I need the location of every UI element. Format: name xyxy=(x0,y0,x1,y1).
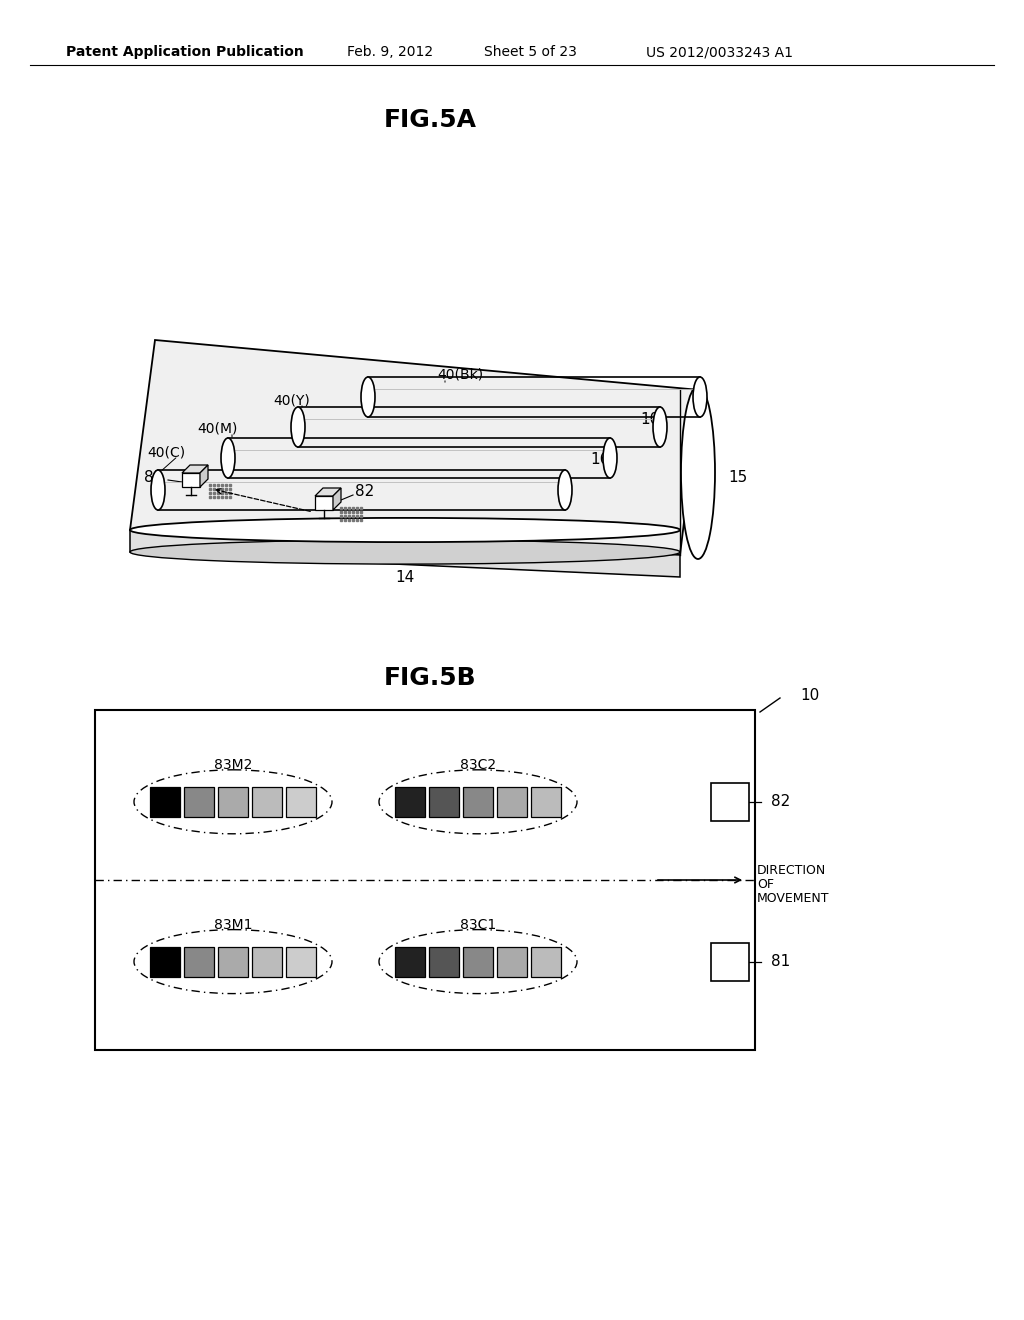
Polygon shape xyxy=(130,341,700,554)
Bar xyxy=(252,946,282,977)
Bar xyxy=(150,946,180,977)
Ellipse shape xyxy=(681,385,715,558)
Bar xyxy=(497,946,527,977)
Ellipse shape xyxy=(361,378,375,417)
Text: 82: 82 xyxy=(355,484,374,499)
Text: 40(M): 40(M) xyxy=(198,421,238,436)
Text: DIRECTION: DIRECTION xyxy=(757,863,826,876)
Text: 10: 10 xyxy=(800,688,819,702)
Bar xyxy=(429,946,459,977)
Ellipse shape xyxy=(693,378,707,417)
Text: 83M2: 83M2 xyxy=(214,758,252,772)
Text: Sheet 5 of 23: Sheet 5 of 23 xyxy=(483,45,577,59)
Polygon shape xyxy=(333,488,341,510)
Bar xyxy=(531,946,561,977)
Ellipse shape xyxy=(558,470,572,510)
Text: 82: 82 xyxy=(771,795,791,809)
Bar xyxy=(286,787,316,817)
Text: FIG.5B: FIG.5B xyxy=(384,667,476,690)
Text: 81: 81 xyxy=(144,470,164,484)
Bar xyxy=(463,787,493,817)
Bar xyxy=(395,787,425,817)
Text: MOVEMENT: MOVEMENT xyxy=(757,891,829,904)
Text: 81: 81 xyxy=(771,954,791,969)
Bar xyxy=(150,787,180,817)
Bar xyxy=(182,473,200,487)
Text: 83M1: 83M1 xyxy=(214,917,252,932)
Text: 40(Bk): 40(Bk) xyxy=(437,368,483,381)
Ellipse shape xyxy=(130,517,680,543)
Ellipse shape xyxy=(130,540,680,564)
Text: 16: 16 xyxy=(590,453,609,467)
Bar xyxy=(711,942,749,981)
Polygon shape xyxy=(182,465,208,473)
Polygon shape xyxy=(200,465,208,487)
Text: 83C1: 83C1 xyxy=(460,917,496,932)
Bar xyxy=(184,946,214,977)
Bar xyxy=(218,787,248,817)
Text: 83C2: 83C2 xyxy=(460,758,496,772)
Bar xyxy=(531,787,561,817)
Ellipse shape xyxy=(603,438,617,478)
Text: 15: 15 xyxy=(728,470,748,484)
Bar xyxy=(463,946,493,977)
Bar xyxy=(497,787,527,817)
Text: FIG.5A: FIG.5A xyxy=(384,108,476,132)
Bar xyxy=(95,710,755,1049)
Text: OF: OF xyxy=(757,878,774,891)
Text: 10: 10 xyxy=(640,412,659,428)
Bar xyxy=(429,787,459,817)
Bar xyxy=(395,946,425,977)
Bar xyxy=(184,787,214,817)
Text: US 2012/0033243 A1: US 2012/0033243 A1 xyxy=(646,45,794,59)
Bar xyxy=(286,946,316,977)
Text: 40(C): 40(C) xyxy=(146,446,185,459)
Bar xyxy=(252,787,282,817)
Bar xyxy=(315,496,333,510)
Text: Feb. 9, 2012: Feb. 9, 2012 xyxy=(347,45,433,59)
Polygon shape xyxy=(315,488,341,496)
Polygon shape xyxy=(130,531,680,577)
Ellipse shape xyxy=(221,438,234,478)
Ellipse shape xyxy=(653,407,667,447)
Text: Patent Application Publication: Patent Application Publication xyxy=(67,45,304,59)
Text: 14: 14 xyxy=(395,569,415,585)
Text: 40(Y): 40(Y) xyxy=(273,393,310,407)
Bar xyxy=(711,783,749,821)
Ellipse shape xyxy=(291,407,305,447)
Ellipse shape xyxy=(151,470,165,510)
Bar xyxy=(218,946,248,977)
